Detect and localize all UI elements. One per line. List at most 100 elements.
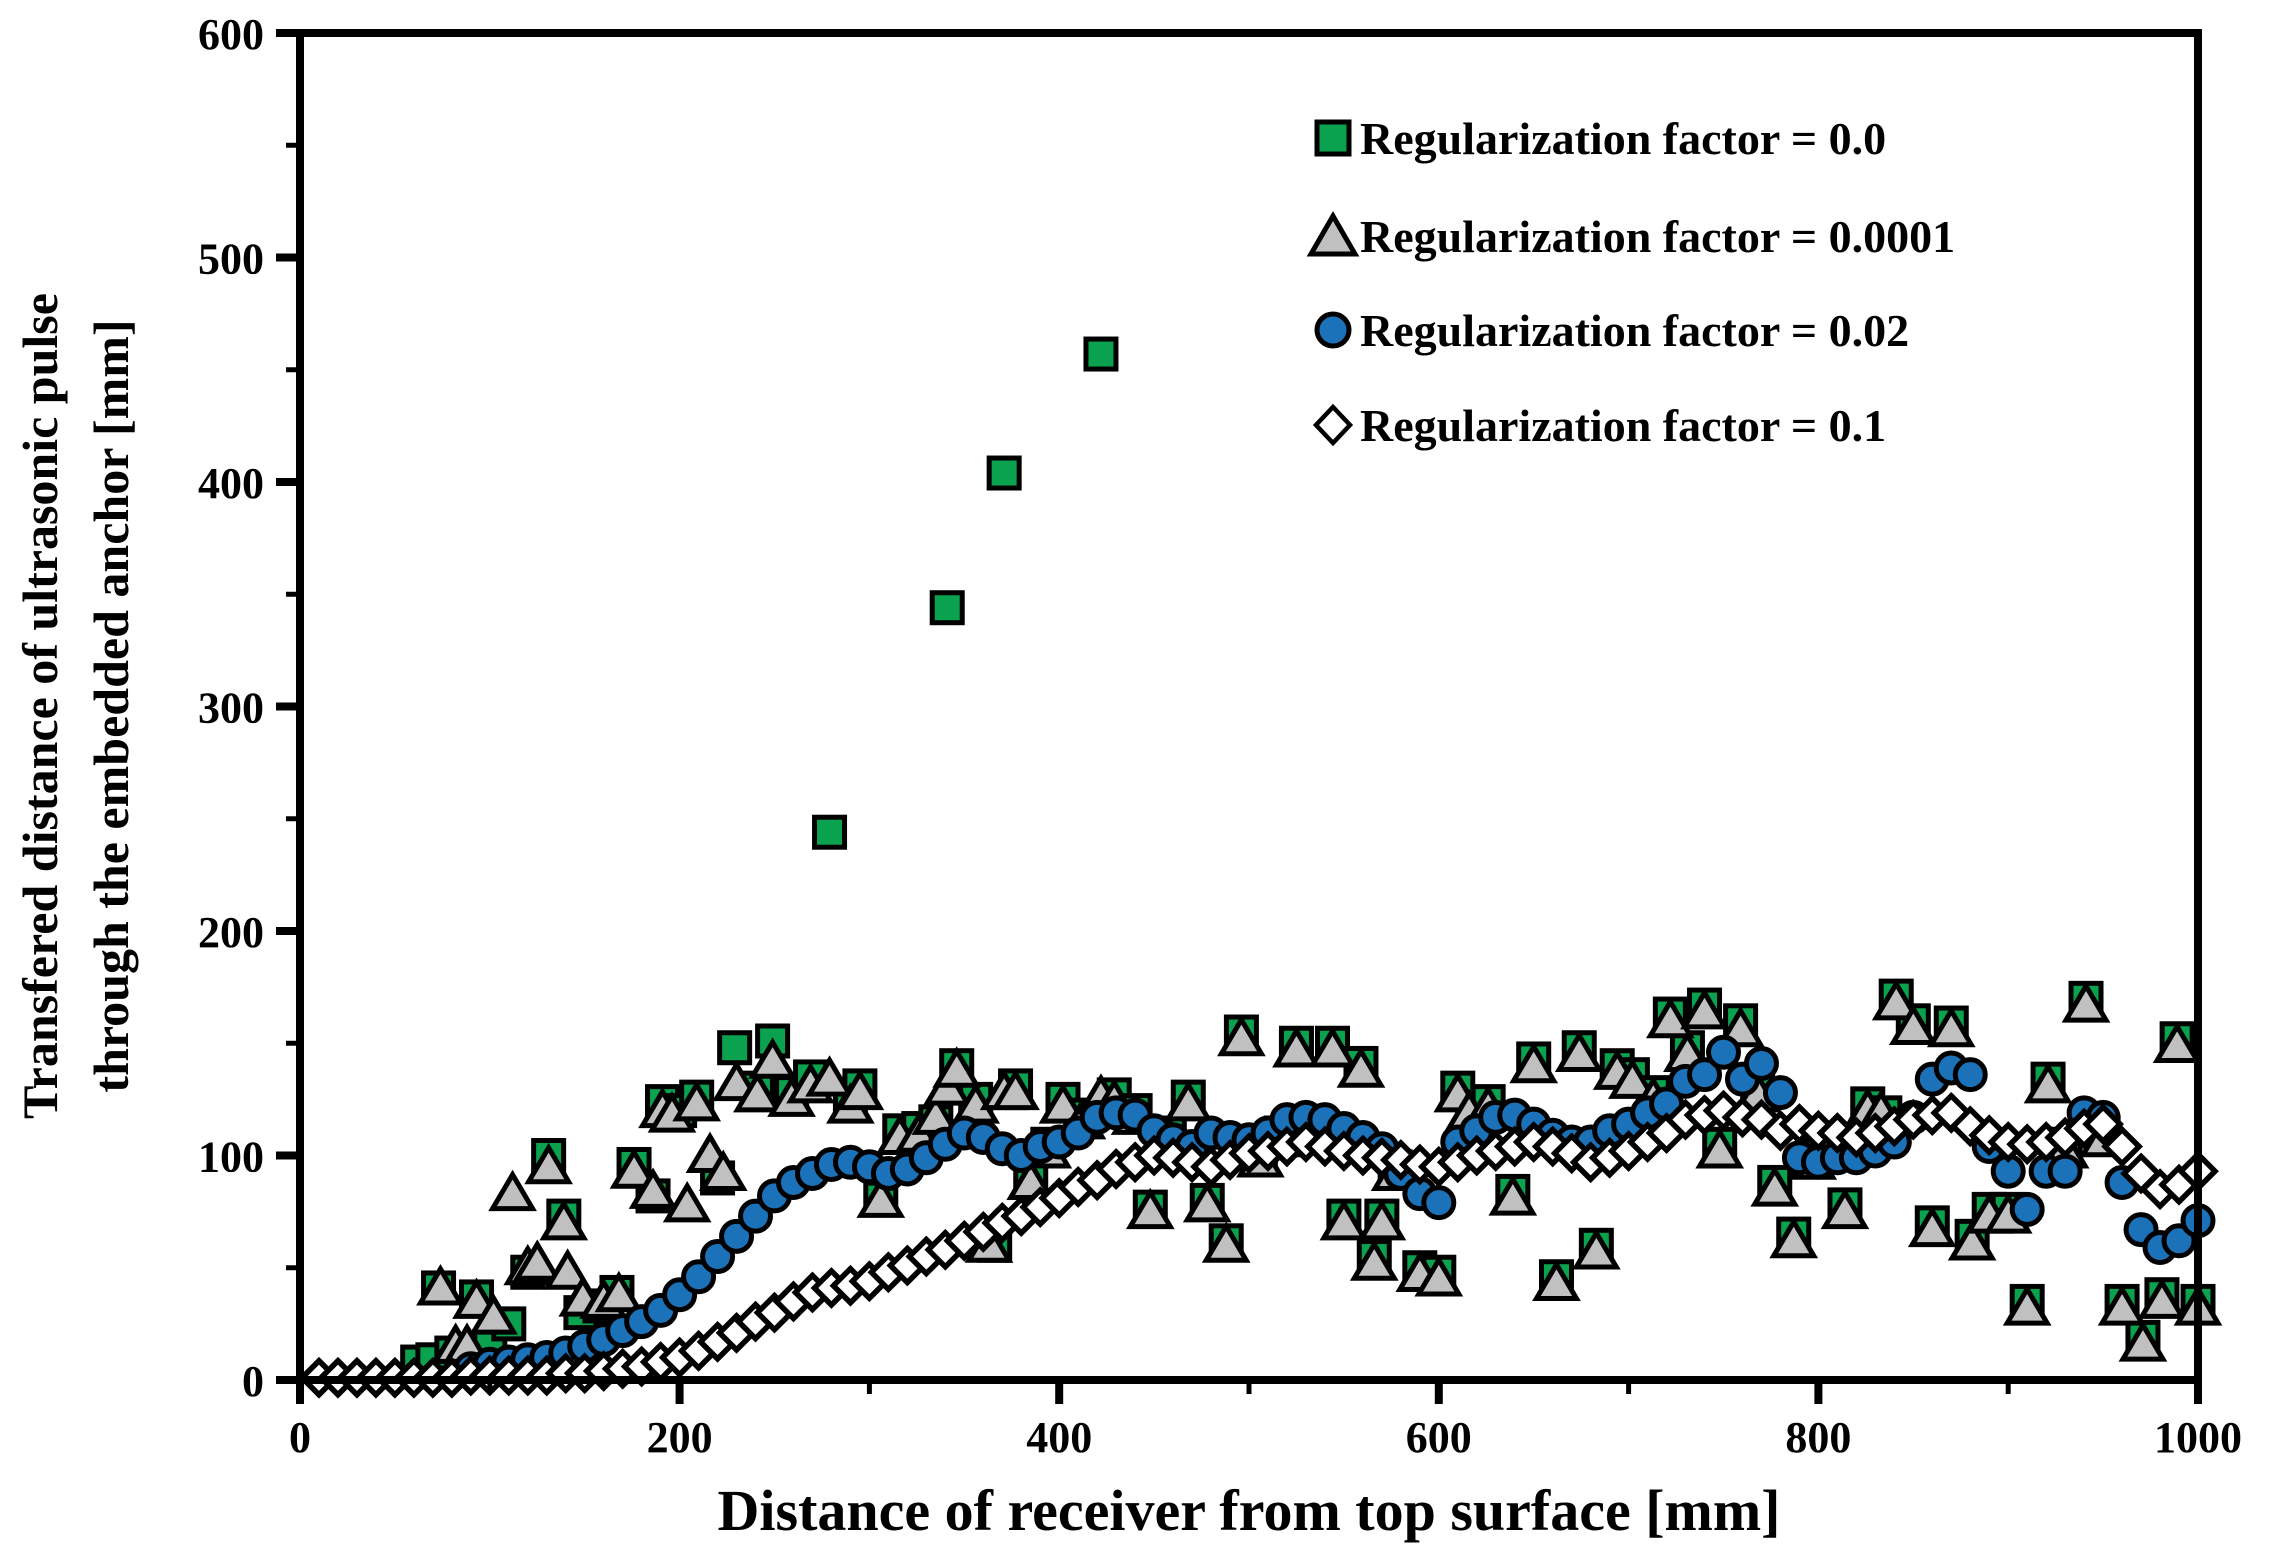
point-triangle	[512, 1239, 562, 1281]
point-triangle	[1509, 1041, 1559, 1084]
legend-square-icon	[1314, 119, 1352, 157]
point-diamond	[2082, 1103, 2124, 1145]
point-triangle	[1336, 1046, 1386, 1088]
point-triangle	[698, 1149, 748, 1191]
legend: Regularization factor = 0.0 Regularizati…	[1306, 113, 1955, 451]
point-diamond	[2101, 1125, 2143, 1168]
y-tick-label: 600	[198, 10, 264, 59]
point-triangle	[543, 1248, 592, 1290]
point-triangle	[539, 1198, 589, 1241]
legend-diamond-icon	[1312, 403, 1354, 447]
legend-item-reg-01: Regularization factor = 0.1	[1312, 400, 1886, 451]
point-triangle	[1680, 987, 1729, 1030]
y-tick-label: 0	[242, 1357, 264, 1406]
x-tick-label: 200	[647, 1413, 713, 1462]
point-triangle	[1217, 1014, 1266, 1057]
legend-label: Regularization factor = 0.1	[1360, 400, 1886, 451]
point-triangle	[2023, 1061, 2073, 1104]
x-tick-label: 600	[1406, 1413, 1472, 1462]
point-triangle	[524, 1142, 574, 1185]
legend-item-reg-002: Regularization factor = 0.02	[1314, 305, 1909, 356]
x-tick-label: 0	[289, 1413, 311, 1462]
legend-label: Regularization factor = 0.0	[1360, 113, 1886, 164]
point-triangle	[2152, 1021, 2202, 1063]
point-triangle	[1750, 1165, 1800, 1207]
point-triangle	[1272, 1026, 1321, 1068]
point-triangle	[1488, 1174, 1538, 1216]
point-triangle	[1571, 1228, 1621, 1270]
legend-item-reg-0: Regularization factor = 0.0	[1314, 113, 1886, 164]
x-tick-label: 400	[1026, 1413, 1092, 1462]
point-square	[929, 590, 965, 626]
point-circle	[1421, 1185, 1457, 1221]
point-triangle	[672, 1079, 722, 1122]
legend-circle-icon	[1314, 311, 1352, 349]
point-triangle	[2118, 1320, 2168, 1362]
point-triangle	[1947, 1219, 1997, 1261]
legend-triangle-icon	[1306, 211, 1360, 257]
point-triangle	[1414, 1255, 1464, 1297]
point-circle	[1687, 1057, 1723, 1093]
point-circle	[2047, 1153, 2083, 1189]
y-tick-label: 100	[198, 1133, 264, 1182]
legend-label: Regularization factor = 0.02	[1360, 305, 1909, 356]
point-triangle	[1182, 1180, 1232, 1223]
point-triangle	[594, 1270, 644, 1313]
point-square	[986, 455, 1022, 491]
point-triangle	[1357, 1198, 1407, 1241]
y-tick-label: 200	[198, 908, 264, 957]
y-tick-label: 300	[198, 684, 264, 733]
point-circle	[2009, 1191, 2045, 1227]
y-axis-title-line2: through the embedded anchor [mm]	[83, 319, 139, 1092]
point-triangle	[628, 1167, 678, 1209]
point-circle	[1706, 1034, 1741, 1070]
point-square	[1083, 336, 1119, 372]
data-points-layer	[298, 336, 2223, 1399]
point-triangle	[416, 1264, 465, 1306]
point-triangle	[662, 1180, 712, 1223]
point-triangle	[2097, 1284, 2147, 1326]
y-tick-label: 400	[198, 459, 264, 508]
point-triangle	[2002, 1284, 2052, 1326]
point-triangle	[748, 1037, 797, 1079]
point-triangle	[1308, 1026, 1357, 1068]
point-triangle	[932, 1046, 982, 1088]
point-triangle	[1888, 1003, 1938, 1046]
point-triangle	[469, 1293, 518, 1335]
legend-item-reg-0001: Regularization factor = 0.0001	[1306, 211, 1955, 262]
point-square	[812, 814, 848, 850]
point-triangle	[1554, 1030, 1604, 1072]
point-triangle	[1695, 1127, 1745, 1169]
point-triangle	[1532, 1259, 1581, 1301]
point-triangle	[1163, 1079, 1213, 1122]
point-triangle	[1769, 1216, 1819, 1259]
point-triangle	[1645, 996, 1695, 1039]
point-triangle	[856, 1176, 906, 1218]
point-triangle	[1038, 1082, 1088, 1124]
point-circle	[1762, 1075, 1798, 1111]
point-triangle	[1319, 1198, 1369, 1241]
point-triangle	[609, 1147, 659, 1189]
point-triangle	[1201, 1221, 1251, 1263]
point-square	[717, 1030, 753, 1066]
point-triangle	[1871, 978, 1921, 1021]
point-triangle	[991, 1068, 1040, 1111]
point-triangle	[733, 1070, 782, 1113]
x-tick-label: 1000	[2154, 1413, 2242, 1462]
point-triangle	[805, 1055, 854, 1097]
point-triangle	[1907, 1205, 1957, 1248]
point-triangle	[835, 1068, 885, 1111]
point-triangle	[1820, 1187, 1870, 1230]
point-triangle	[1608, 1057, 1657, 1099]
y-tick-label: 500	[198, 235, 264, 284]
point-triangle	[488, 1169, 537, 1212]
point-triangle	[2137, 1277, 2187, 1319]
point-circle	[1952, 1057, 1988, 1093]
point-circle	[1743, 1045, 1779, 1081]
point-triangle	[1926, 1005, 1976, 1048]
axes-frame-layer: 0 100 200 300 400 500 600 0 200 400 600 800 1000	[198, 10, 2242, 1462]
legend-label: Regularization factor = 0.0001	[1360, 211, 1955, 262]
x-axis-title: Distance of receiver from top surface [m…	[718, 1478, 1781, 1543]
